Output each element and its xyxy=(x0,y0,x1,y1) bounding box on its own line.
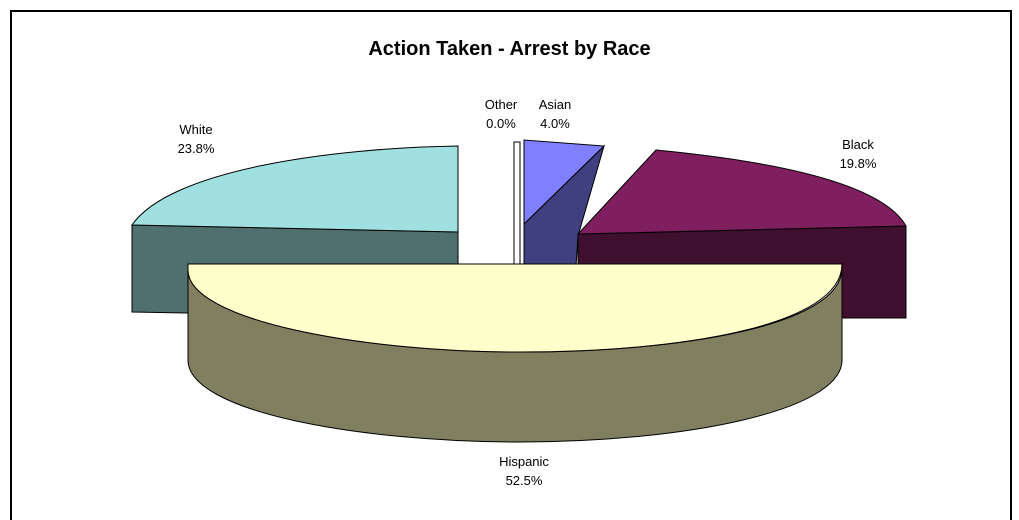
slice-label-black-name: Black xyxy=(842,137,874,152)
slice-label-other-name: Other xyxy=(484,97,518,112)
chart-frame xyxy=(10,10,1012,520)
slice-label-hispanic-name: Hispanic xyxy=(499,454,549,469)
slice-label-hispanic: Hispanic 52.5% xyxy=(484,452,564,490)
slice-label-black: Black 19.8% xyxy=(828,135,888,173)
pie-slice-other-top xyxy=(513,141,521,269)
slice-label-other-value: 0.0% xyxy=(486,116,516,131)
slice-label-asian-value: 4.0% xyxy=(540,116,570,131)
slice-label-asian-name: Asian xyxy=(538,97,572,112)
pie-slice-asian-top xyxy=(523,139,606,226)
slice-label-hispanic-value: 52.5% xyxy=(505,473,543,488)
pie-slice-white-top xyxy=(131,145,459,233)
pie-slice-hispanic xyxy=(187,263,843,443)
slice-label-white: White 23.8% xyxy=(166,120,226,158)
slice-label-black-value: 19.8% xyxy=(839,156,877,171)
pie-slice-black-top xyxy=(576,149,907,235)
slice-label-asian: Asian 4.0% xyxy=(530,95,580,133)
slice-label-white-name: White xyxy=(179,122,213,137)
slice-label-other: Other 0.0% xyxy=(478,95,524,133)
pie-slice-other xyxy=(513,141,521,269)
pie-slice-asian xyxy=(523,139,606,267)
slice-label-white-value: 23.8% xyxy=(177,141,215,156)
pie-slice-hispanic-top xyxy=(187,263,843,353)
chart-title: Action Taken - Arrest by Race xyxy=(368,38,651,60)
